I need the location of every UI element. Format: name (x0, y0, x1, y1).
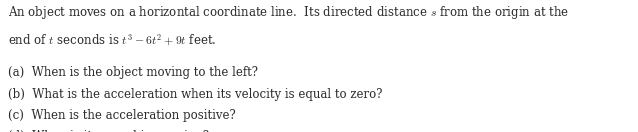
Text: An object moves on a horizontal coordinate line.  Its directed distance $s$ from: An object moves on a horizontal coordina… (8, 4, 569, 21)
Text: (d)  When is its speed increasing?: (d) When is its speed increasing? (8, 130, 209, 132)
Text: (a)  When is the object moving to the left?: (a) When is the object moving to the lef… (8, 66, 258, 79)
Text: (c)  When is the acceleration positive?: (c) When is the acceleration positive? (8, 109, 235, 122)
Text: (b)  What is the acceleration when its velocity is equal to zero?: (b) What is the acceleration when its ve… (8, 88, 382, 101)
Text: end of $t$ seconds is $t^3 - 6t^2 + 9t$ feet.: end of $t$ seconds is $t^3 - 6t^2 + 9t$ … (8, 33, 216, 48)
